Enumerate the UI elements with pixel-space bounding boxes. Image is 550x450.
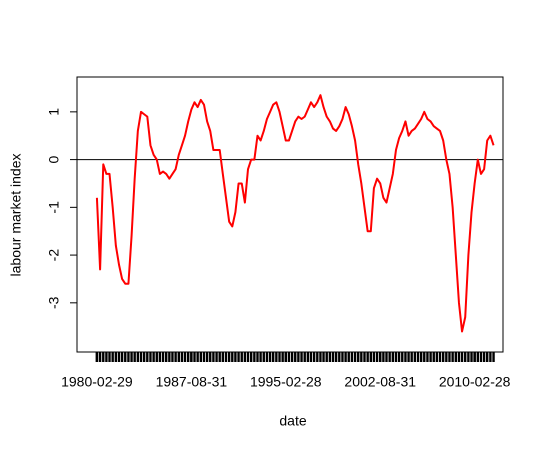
y-tick-label: 1	[46, 108, 62, 116]
x-axis-label: date	[279, 413, 306, 429]
x-tick-label: 2010-02-28	[439, 374, 511, 390]
x-tick-label: 1995-02-28	[250, 374, 322, 390]
y-tick-label: -1	[46, 201, 62, 214]
y-tick-label: -2	[46, 249, 62, 262]
x-tick-label: 1987-08-31	[156, 374, 228, 390]
x-tick-label: 2002-08-31	[344, 374, 416, 390]
y-tick-label: 0	[46, 155, 62, 163]
data-line	[95, 94, 495, 333]
y-axis-label: labour market index	[8, 154, 24, 277]
y-tick-label: -3	[46, 296, 62, 309]
x-tick-label: 1980-02-29	[61, 374, 133, 390]
